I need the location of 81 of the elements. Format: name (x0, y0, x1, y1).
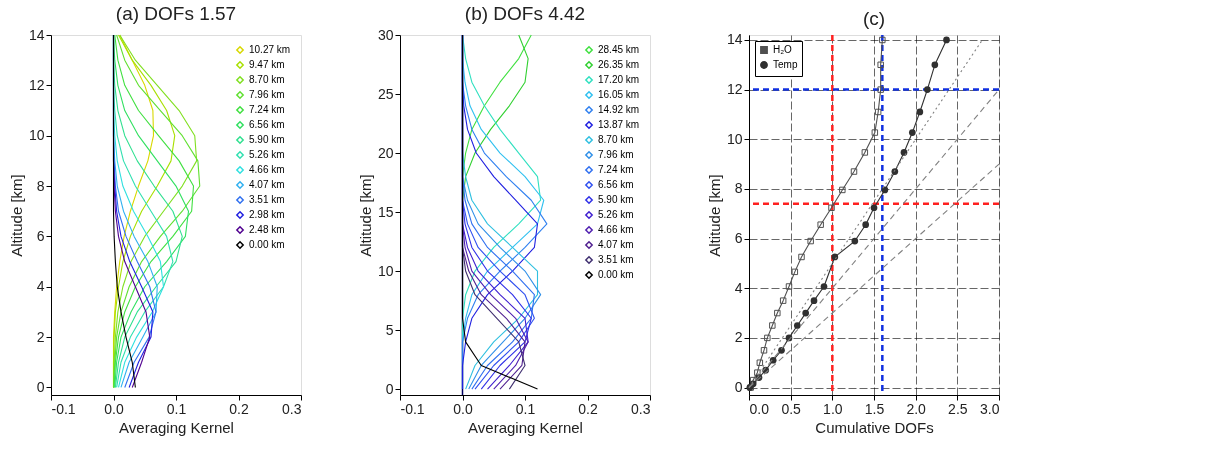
y-tick-label: 10 (28, 127, 45, 144)
x-tick-label: 0.0 (104, 400, 124, 417)
y-tick-label: 2 (734, 329, 743, 346)
x-tick-label: 0.2 (578, 400, 598, 417)
y-tick-label: 8 (36, 177, 45, 194)
chart-title: (b) DOFs 4.42 (464, 3, 586, 24)
legend-label: 16.05 km (598, 89, 640, 100)
y-tick-label: 4 (36, 278, 45, 295)
y-tick-label: 12 (28, 76, 45, 93)
x-tick-label: 0.1 (515, 400, 536, 417)
legend-label: 2.48 km (249, 224, 285, 235)
x-tick-label: 0.3 (631, 400, 651, 417)
x-axis-title: Cumulative DOFs (815, 418, 934, 436)
y-tick-label: 10 (377, 262, 394, 279)
legend-label: 4.66 km (249, 164, 285, 175)
legend-label: 0.00 km (598, 269, 634, 280)
legend-label: 26.35 km (598, 59, 640, 70)
x-tick-label: 2.5 (948, 400, 968, 417)
y-tick-label: 0 (734, 379, 743, 396)
x-tick-label: 1.5 (864, 400, 885, 417)
legend-label: 4.07 km (249, 179, 285, 190)
y-tick-label: 6 (734, 230, 743, 247)
legend-label: 14.92 km (598, 104, 640, 115)
y-tick-label: 30 (377, 26, 394, 43)
x-axis-title: Averaging Kernel (119, 418, 234, 436)
legend-label: 17.20 km (598, 74, 640, 85)
x-tick-label: 0.1 (166, 400, 187, 417)
legend-label: 8.70 km (598, 134, 634, 145)
legend-label: 7.24 km (598, 164, 634, 175)
legend-label: 4.66 km (598, 224, 634, 235)
y-axis-title: Altitude [km] (356, 174, 374, 257)
legend-label: Temp (773, 59, 798, 70)
y-tick-label: 14 (28, 26, 45, 43)
legend-label: 7.24 km (249, 104, 285, 115)
y-tick-label: 0 (385, 380, 394, 397)
legend-label: 4.07 km (598, 239, 634, 250)
y-tick-label: 14 (726, 31, 743, 48)
legend-label: 5.90 km (249, 134, 285, 145)
x-tick-label: 0.3 (282, 400, 302, 417)
chart-title: (a) DOFs 1.57 (115, 3, 237, 24)
y-axis-title: Altitude [km] (7, 174, 25, 257)
legend-label: 9.47 km (249, 59, 285, 70)
legend-label: 3.51 km (249, 194, 285, 205)
legend-label: 28.45 km (598, 44, 640, 55)
x-tick-label: 2.0 (906, 400, 927, 417)
y-tick-label: 10 (726, 130, 743, 147)
y-tick-label: 2 (36, 328, 45, 345)
x-tick-label: 0.5 (781, 400, 802, 417)
legend-label: 7.96 km (598, 149, 634, 160)
y-tick-label: 15 (377, 203, 394, 220)
legend-label: 5.26 km (598, 209, 634, 220)
y-tick-label: 6 (36, 227, 45, 244)
legend-label: 13.87 km (598, 119, 640, 130)
chart-title: (c) (862, 7, 886, 29)
y-tick-label: 20 (377, 144, 394, 161)
legend-label: 0.00 km (249, 239, 285, 250)
legend-label: 2.98 km (249, 209, 285, 220)
legend-label: 3.51 km (598, 254, 634, 265)
y-tick-label: 8 (734, 180, 743, 197)
y-tick-label: 4 (734, 279, 743, 296)
y-tick-label: 12 (726, 81, 743, 98)
x-tick-label: 3.0 (980, 400, 1000, 417)
x-axis-title: Averaging Kernel (468, 418, 583, 436)
legend-label: 6.56 km (249, 119, 285, 130)
legend-label: 7.96 km (249, 89, 285, 100)
x-tick-label: 1.0 (823, 400, 843, 417)
y-axis-title: Altitude [km] (705, 174, 723, 257)
x-tick-label: 0.0 (749, 400, 770, 417)
x-tick-label: -0.1 (51, 400, 76, 417)
legend-label: H₂O (773, 44, 793, 55)
legend-label: 5.26 km (249, 149, 285, 160)
legend-label: 10.27 km (249, 44, 291, 55)
x-tick-label: 0.2 (229, 400, 249, 417)
y-tick-label: 25 (377, 85, 394, 102)
x-tick-label: 0.0 (453, 400, 473, 417)
x-tick-label: -0.1 (400, 400, 425, 417)
legend-label: 5.90 km (598, 194, 634, 205)
y-tick-label: 5 (385, 321, 394, 338)
y-tick-label: 0 (36, 378, 45, 395)
legend-label: 8.70 km (249, 74, 285, 85)
legend-label: 6.56 km (598, 179, 634, 190)
